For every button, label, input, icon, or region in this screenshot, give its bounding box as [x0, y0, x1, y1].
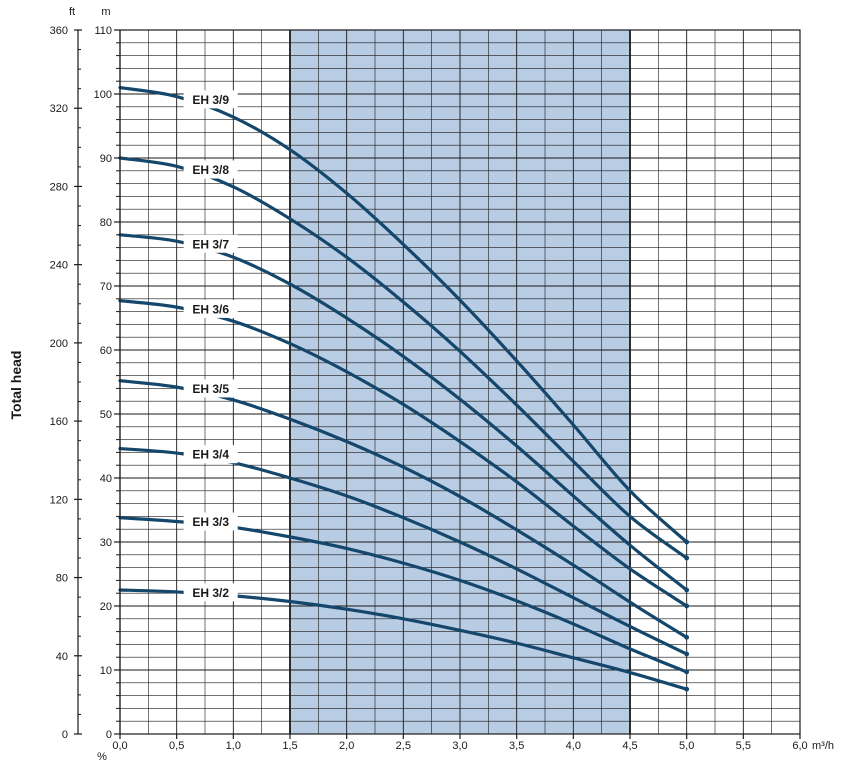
- curve-label-eh-3-2: EH 3/2: [183, 583, 238, 602]
- curve-label-text: EH 3/4: [192, 448, 229, 462]
- curve-end-point-eh-3-4: [684, 651, 690, 657]
- curve-end-point-eh-3-7: [684, 587, 690, 593]
- unit-ft-label: ft: [69, 6, 75, 18]
- y-axis-title: Total head: [8, 351, 24, 420]
- curve-end-point-eh-3-5: [684, 634, 690, 640]
- curve-label-eh-3-3: EH 3/3: [183, 512, 238, 531]
- curve-end-point-eh-3-8: [684, 555, 690, 561]
- x-tick-label: 5,5: [736, 740, 751, 752]
- x-tick-label: 1,5: [282, 740, 297, 752]
- curve-label-background: [183, 379, 238, 398]
- x-tick-label: 3,0: [452, 740, 467, 752]
- m-tick-label: 40: [100, 473, 112, 485]
- axes-layer: 0 40 80 120 160 200 240 280 320 360 0 10 20 30 40 50 60 7…: [50, 25, 808, 752]
- curve-eh-3-9: [118, 86, 689, 544]
- m-tick-label: 80: [100, 217, 112, 229]
- ft-tick-label: 360: [50, 25, 68, 37]
- ft-tick-label: 120: [50, 494, 68, 506]
- curve-end-point-eh-3-9: [684, 539, 690, 545]
- m-tick-label: 90: [100, 153, 112, 165]
- m-tick-label: 110: [94, 25, 112, 37]
- ft-tick-label: 80: [56, 573, 68, 585]
- curve-label-text: EH 3/3: [192, 515, 229, 529]
- curve-eh-3-8: [118, 156, 689, 560]
- ft-tick-label: 160: [50, 416, 68, 428]
- curve-label-background: [183, 583, 238, 602]
- m-tick-label: 50: [100, 409, 112, 421]
- ft-tick-label: 320: [50, 103, 68, 115]
- unit-m-label: m: [101, 6, 110, 18]
- curve-label-text: EH 3/6: [192, 302, 229, 316]
- curve-end-point-eh-3-3: [684, 669, 690, 675]
- curve-label-background: [183, 299, 238, 318]
- curve-label-eh-3-8: EH 3/8: [183, 160, 238, 179]
- curve-label-eh-3-5: EH 3/5: [183, 379, 238, 398]
- curve-label-background: [183, 234, 238, 253]
- curve-eh-3-6: [118, 299, 689, 608]
- x-tick-label: 0,5: [169, 740, 184, 752]
- curve-end-point-eh-3-6: [684, 603, 690, 609]
- ft-tick-label: 200: [50, 338, 68, 350]
- x-tick-label: 2,0: [339, 740, 354, 752]
- grid-layer: [119, 29, 801, 735]
- x-tick-label: 4,0: [566, 740, 581, 752]
- m-tick-label: 70: [100, 281, 112, 293]
- x-tick-label: 6,0: [792, 740, 807, 752]
- curve-eh-3-7: [118, 233, 689, 592]
- curve-label-eh-3-9: EH 3/9: [183, 90, 238, 109]
- x-tick-label: 2,5: [396, 740, 411, 752]
- m-tick-label: 60: [100, 345, 112, 357]
- curve-label-text: EH 3/5: [192, 382, 229, 396]
- curve-label-text: EH 3/2: [192, 586, 229, 600]
- x-tick-label: 3,5: [509, 740, 524, 752]
- x-tick-label: 1,0: [226, 740, 241, 752]
- x-tick-label: 0,0: [112, 740, 127, 752]
- m-tick-label: 20: [100, 601, 112, 613]
- m-tick-label: 30: [100, 537, 112, 549]
- curve-label-eh-3-6: EH 3/6: [183, 299, 238, 318]
- x-unit-label: m³/h: [812, 740, 834, 752]
- curve-label-background: [183, 445, 238, 464]
- curve-label-background: [183, 160, 238, 179]
- ft-tick-label: 240: [50, 260, 68, 272]
- m-tick-label: 0: [106, 729, 112, 741]
- ft-tick-label: 0: [62, 729, 68, 741]
- curve-label-text: EH 3/9: [192, 93, 229, 107]
- curve-end-point-eh-3-2: [684, 686, 690, 692]
- curve-label-eh-3-7: EH 3/7: [183, 234, 238, 253]
- ft-tick-label: 40: [56, 651, 68, 663]
- curve-label-text: EH 3/7: [192, 237, 229, 251]
- curve-label-background: [183, 512, 238, 531]
- curve-label-eh-3-4: EH 3/4: [183, 445, 238, 464]
- m-tick-label: 10: [100, 665, 112, 677]
- ft-tick-label: 280: [50, 181, 68, 193]
- curve-label-background: [183, 90, 238, 109]
- x-tick-label: 4,5: [622, 740, 637, 752]
- curve-label-text: EH 3/8: [192, 163, 229, 177]
- curve-labels-layer: EH 3/2 EH 3/3 EH 3/4 EH 3/5 EH 3/6 EH 3/7 EH 3…: [183, 90, 238, 602]
- x-tick-label: 5,0: [679, 740, 694, 752]
- m-tick-label: 100: [94, 89, 112, 101]
- x-percent-label: %: [97, 751, 107, 763]
